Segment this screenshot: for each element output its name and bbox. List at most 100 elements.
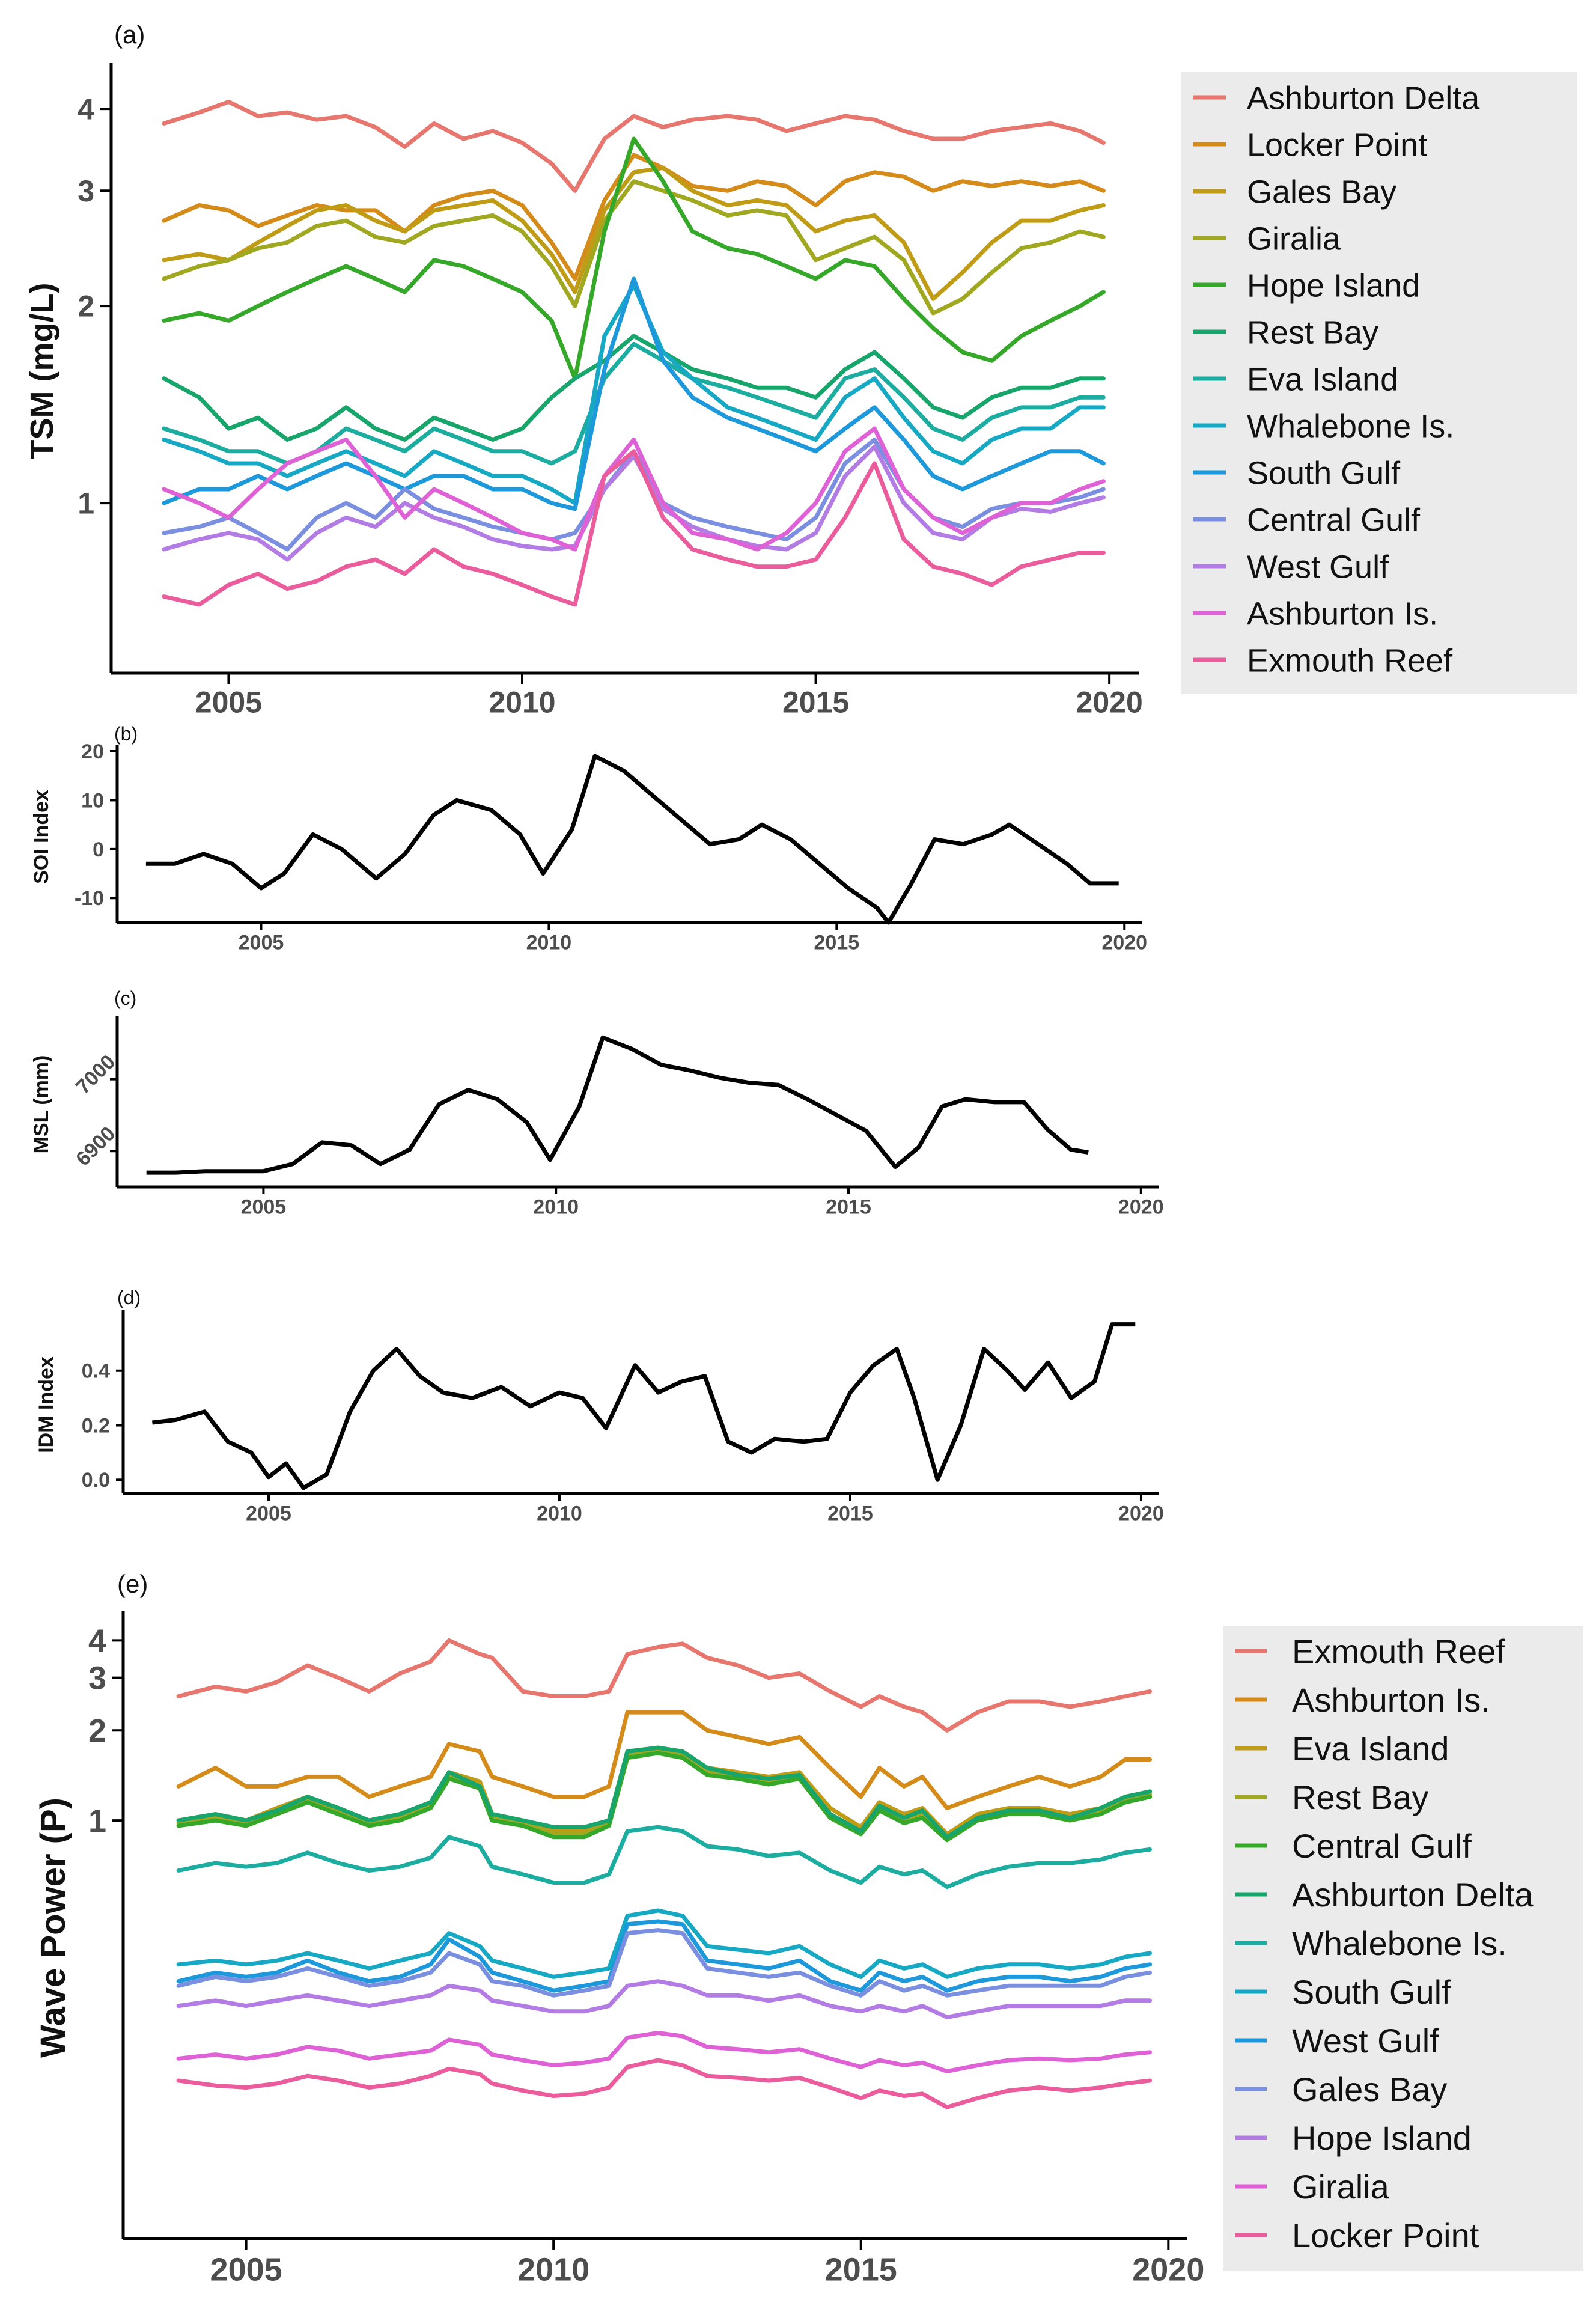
series-line-gales-bay [162,165,1106,301]
series-line-rest-bay [162,334,1106,442]
legend-label: Ashburton Is. [1247,596,1438,632]
legend-label: Hope Island [1292,2119,1472,2157]
series-line-ashburton-delta [176,1745,1153,1840]
panel-label: (d) [117,1287,141,1308]
x-tick-label: 2020 [1118,1502,1164,1525]
legend-background [1223,1626,1583,2271]
panel-label: (b) [114,723,138,745]
y-tick-label: 6900 [72,1122,120,1170]
legend-label: Ashburton Is. [1292,1681,1490,1719]
series-line-index [146,1035,1089,1175]
legend-label: Ashburton Delta [1247,80,1480,116]
legend: Exmouth Reef Ashburton Is. Eva Island Rest … [1223,1626,1583,2271]
series-line-rest-bay [176,1749,1153,1840]
y-tick-label: 3 [78,174,94,208]
legend-label: Whalebone Is. [1292,1924,1507,1962]
chart-panel-1: (a) TSM (mg/L) 2005 2010 2015 2020 1 2 3 4 Ashburt… [24,20,1577,719]
series-line-index [145,754,1119,925]
y-tick-label: 0.0 [82,1469,110,1492]
legend-label: Giralia [1247,221,1341,257]
x-tick-label: 2005 [195,686,262,719]
legend-label: Giralia [1292,2168,1390,2206]
legend-label: South Gulf [1247,455,1401,491]
series-line-giralia [162,179,1106,316]
legend-label: Whalebone Is. [1247,408,1454,444]
chart-panel-3: (c) MSL (mm) 2005 2010 2015 2020 6900 7000 [30,987,1164,1218]
x-tick-label: 2020 [1076,686,1143,719]
series-line-south-gulf [162,276,1106,511]
y-tick-label: 2 [88,1713,106,1749]
y-axis-label: IDM Index [35,1356,58,1453]
y-tick-label: 4 [78,93,94,126]
legend-label: Ashburton Delta [1292,1876,1534,1914]
x-tick-label: 2020 [1101,931,1147,954]
series-line-exmouth-reef [176,1638,1153,1733]
series-line-locker-point [176,2058,1153,2109]
legend-label: Rest Bay [1292,1778,1428,1816]
series-line-central-gulf [176,1751,1153,1843]
x-tick-label: 2005 [246,1502,291,1525]
series-line-index [151,1322,1136,1490]
y-axis-label: Wave Power (P) [34,1798,73,2058]
legend-label: Hope Island [1247,267,1420,304]
series-line-exmouth-reef [162,449,1106,607]
x-tick-label: 2010 [489,686,555,719]
x-tick-label: 2020 [1118,1195,1164,1218]
legend-label: Eva Island [1292,1730,1449,1768]
series-line-eva-island [176,1745,1153,1837]
y-tick-label: 2 [78,290,94,323]
y-axis-label: SOI Index [30,790,53,884]
y-tick-label: 4 [88,1623,106,1659]
series-line-gales-bay [176,1928,1153,1998]
y-tick-label: 3 [88,1661,106,1697]
series-line-giralia [176,2031,1153,2074]
x-tick-label: 2015 [827,1502,873,1525]
y-tick-label: 1 [88,1803,106,1839]
legend-label: Locker Point [1292,2216,1479,2254]
panel-label: (e) [117,1570,148,1598]
legend-label: West Gulf [1247,549,1389,585]
legend-label: Exmouth Reef [1247,642,1453,679]
y-tick-label: 1 [78,487,94,520]
series-line-hope-island [176,1979,1153,2019]
chart-panel-4: (d) IDM Index 2005 2010 2015 2020 0.0 0.2 0.4 [35,1287,1164,1525]
legend-label: West Gulf [1292,2022,1439,2060]
series-line-ashburton-delta [162,99,1106,193]
panel-label: (a) [114,20,145,49]
y-tick-label: 0.4 [82,1360,110,1383]
legend-label: Rest Bay [1247,314,1378,350]
x-tick-label: 2010 [526,931,572,954]
y-tick-label: 0 [93,838,104,861]
y-axis-label: TSM (mg/L) [24,283,60,460]
legend-label: Gales Bay [1292,2070,1447,2108]
legend-label: Central Gulf [1247,502,1421,538]
series-line-ashburton-is [176,1710,1153,1810]
x-tick-label: 2010 [533,1195,579,1218]
x-tick-label: 2020 [1132,2251,1204,2287]
legend-background [1181,72,1577,694]
y-tick-label: -10 [75,887,104,910]
y-tick-label: 0.2 [82,1414,110,1437]
series-line-ashburton-is [162,426,1106,552]
series-line-hope-island [162,136,1106,381]
legend-label: South Gulf [1292,1973,1451,2011]
x-tick-label: 2015 [826,1195,871,1218]
x-tick-label: 2005 [210,2251,282,2287]
x-tick-label: 2010 [537,1502,582,1525]
chart-panel-2: (b) SOI Index 2005 2010 2015 2020 -10 0 10 20 [30,723,1147,954]
y-tick-label: 10 [81,789,104,812]
series-line-whalebone-is [162,283,1106,505]
series-line-whalebone-is [176,1825,1153,1890]
x-tick-label: 2015 [814,931,860,954]
x-tick-label: 2015 [782,686,849,719]
y-axis-label: MSL (mm) [30,1055,53,1154]
legend-label: Gales Bay [1247,174,1396,210]
y-tick-label: 20 [81,740,104,763]
legend-label: Locker Point [1247,127,1427,163]
series-line-south-gulf [176,1908,1153,1979]
legend-label: Central Gulf [1292,1827,1472,1865]
series-line-west-gulf [176,1919,1153,1993]
x-tick-label: 2005 [239,931,284,954]
y-tick-label: 7000 [72,1051,120,1099]
